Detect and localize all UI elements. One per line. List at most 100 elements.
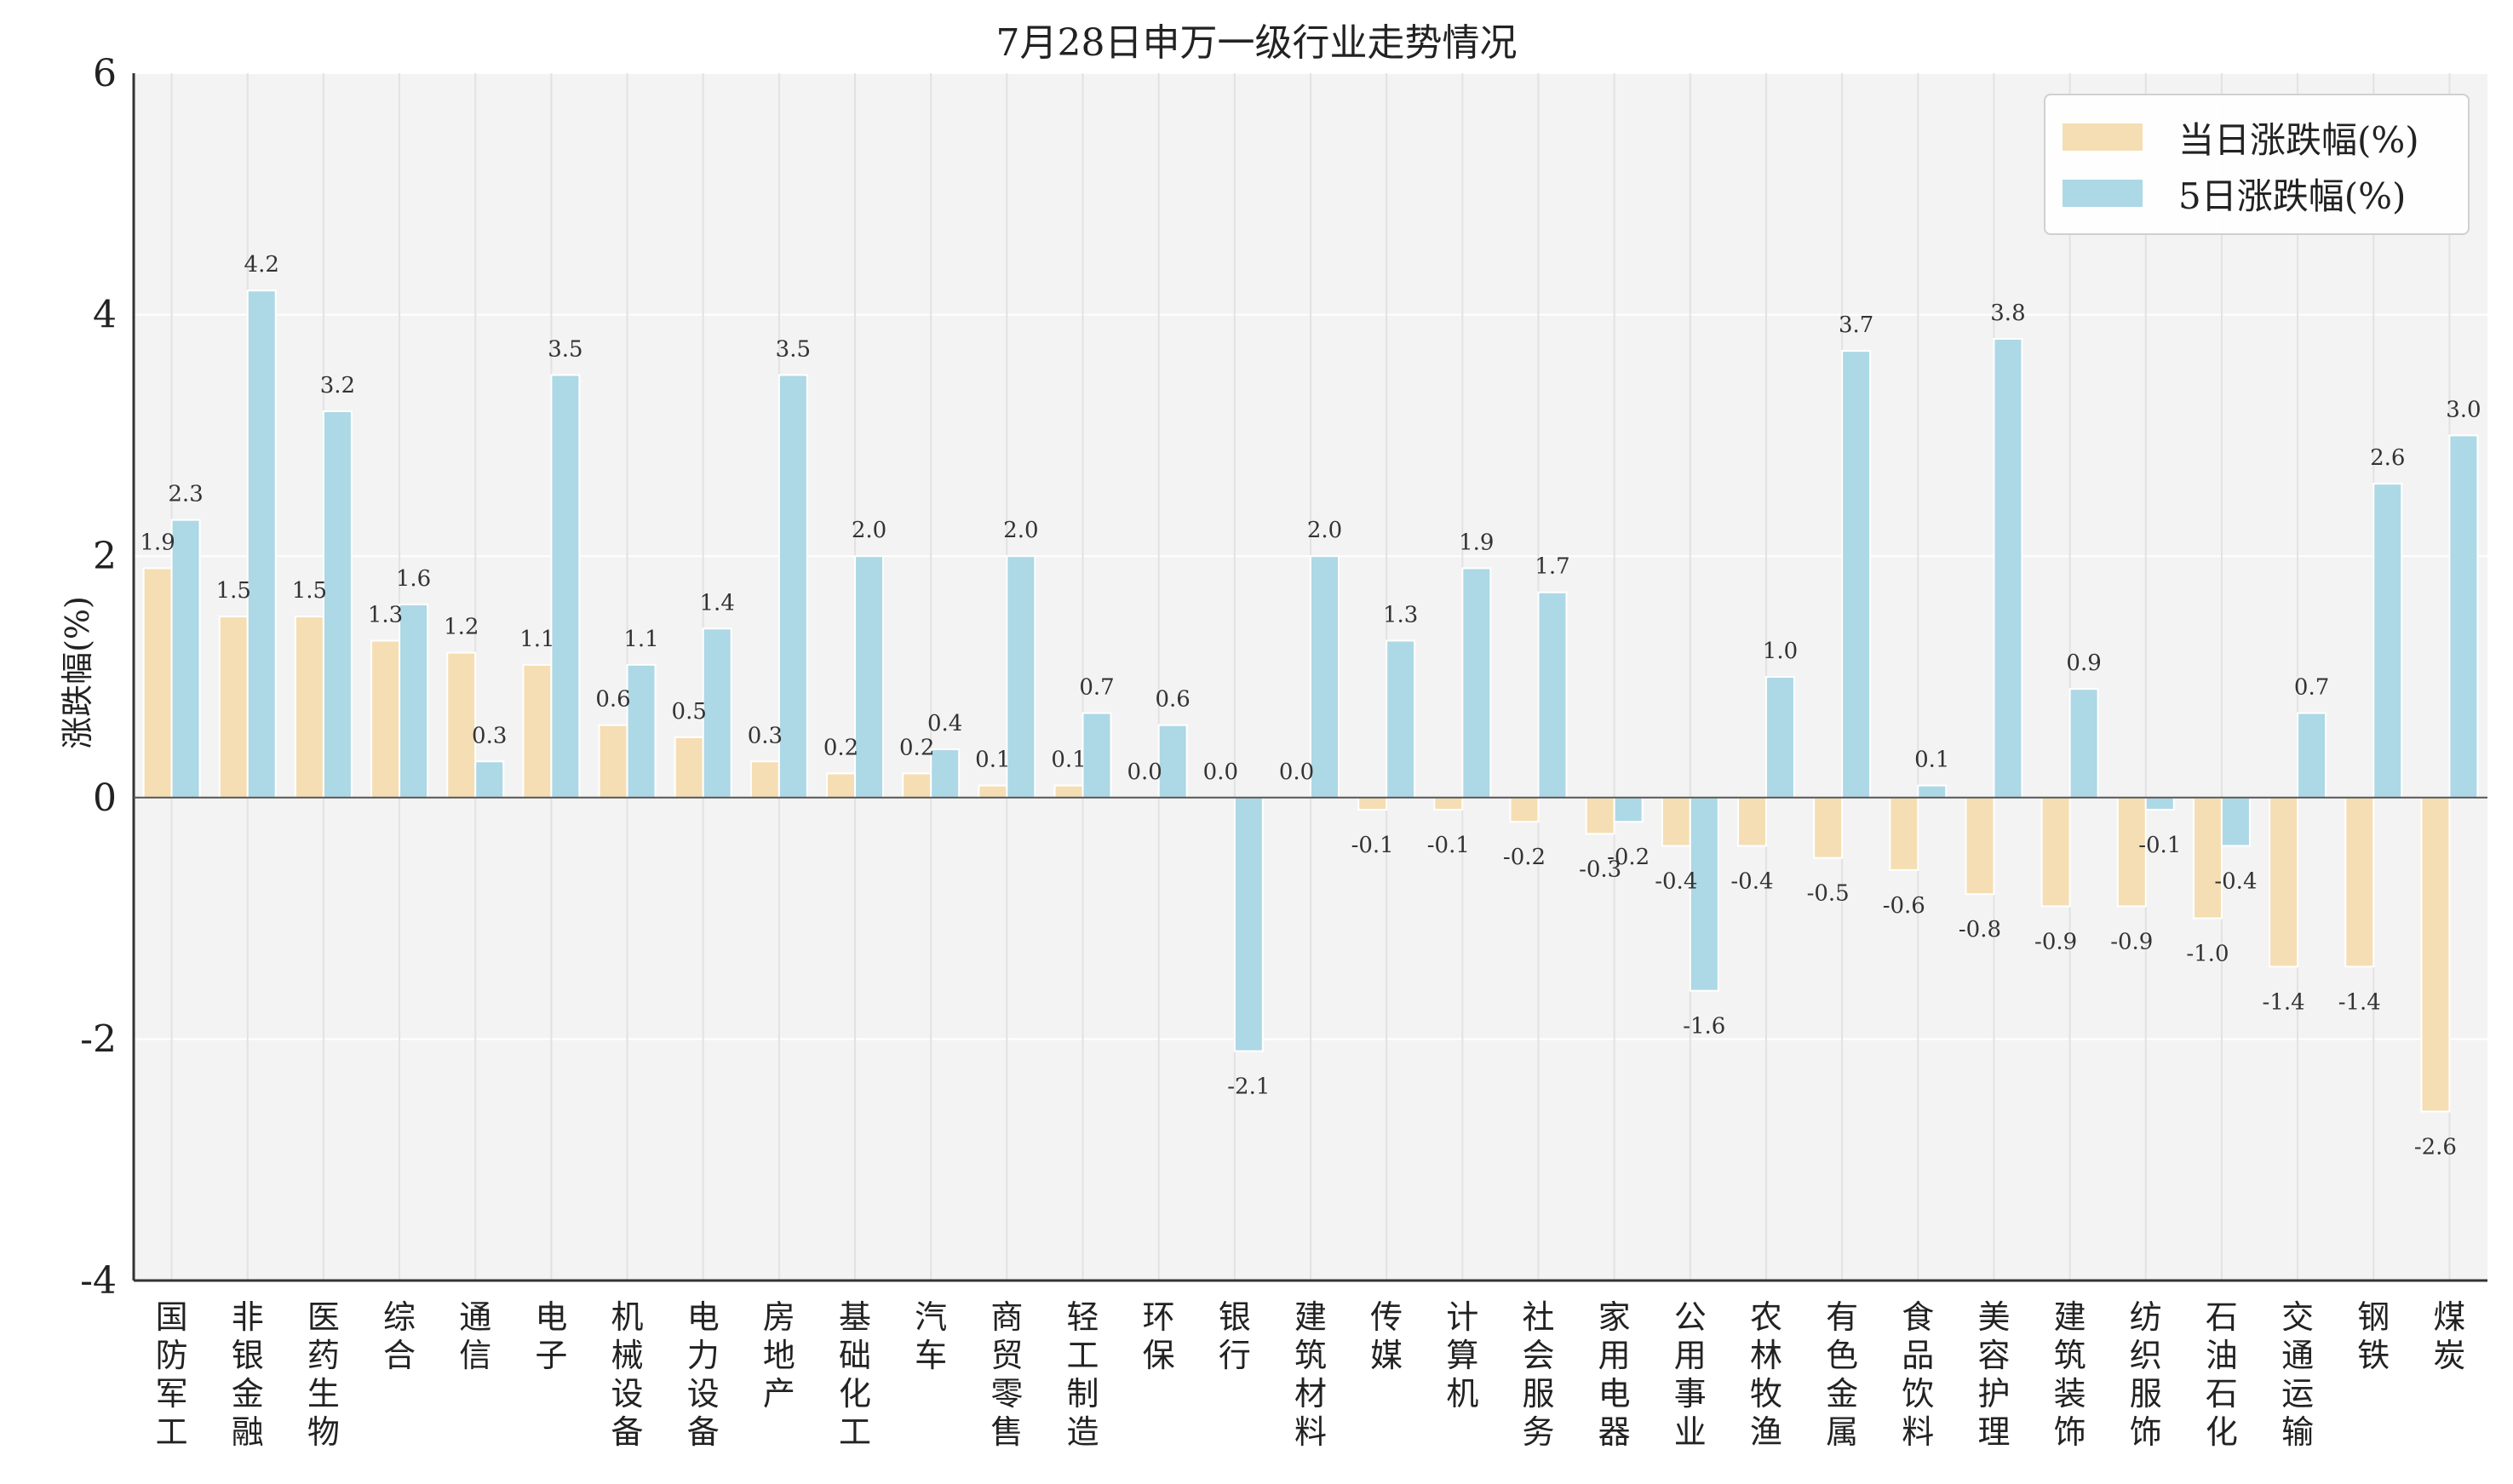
data-label-5day: 0.7 <box>2294 675 2329 701</box>
bar-5day <box>702 627 732 799</box>
data-label-5day: 3.5 <box>548 337 582 363</box>
x-tick-label: 建筑材料 <box>1294 1298 1327 1451</box>
bar-5day <box>1764 676 1795 799</box>
bar-daily <box>1813 796 1844 859</box>
x-tick-label: 电力设备 <box>687 1298 720 1451</box>
x-tick-label: 社会服务 <box>1522 1298 1554 1451</box>
data-label-daily: -1.4 <box>2263 989 2305 1015</box>
bar-5day <box>1537 591 1568 799</box>
x-tick-label: 环保 <box>1143 1298 1175 1374</box>
bar-5day <box>1613 796 1644 823</box>
data-label-5day: -2.1 <box>1227 1074 1270 1100</box>
legend-label-daily: 当日涨跌幅(%) <box>2178 118 2419 161</box>
data-label-5day: 1.6 <box>396 566 431 592</box>
bar-5day <box>930 748 961 799</box>
legend: 当日涨跌幅(%) 5日涨跌幅(%) <box>2044 94 2470 235</box>
bar-daily <box>218 616 249 799</box>
bar-5day <box>1461 567 1492 799</box>
data-label-5day: 1.7 <box>1535 554 1569 580</box>
data-label-5day: 2.0 <box>852 518 886 543</box>
bar-5day <box>626 663 657 799</box>
bar-daily <box>294 616 324 799</box>
data-label-daily: -0.1 <box>1351 833 1394 858</box>
data-label-daily: 1.5 <box>216 578 251 604</box>
x-tick-label: 银行 <box>1219 1298 1251 1374</box>
data-label-daily: -0.9 <box>2110 929 2153 954</box>
x-tick-label: 综合 <box>383 1298 416 1374</box>
data-label-daily: -2.6 <box>2414 1134 2457 1160</box>
bar-5day <box>1157 724 1188 799</box>
data-labels: 1.9 1.5 1.5 1.3 1.2 1.1 0.6 0.5 0.3 0.2 0.2 0.1 0.1 0… <box>140 252 2481 1160</box>
data-label-daily: -0.1 <box>1427 833 1470 858</box>
data-label-5day: 0.1 <box>1914 748 1949 773</box>
x-tick-label: 交通运输 <box>2281 1298 2314 1451</box>
data-label-5day: 1.0 <box>1763 639 1798 664</box>
bar-5day <box>2297 712 2327 799</box>
bar-daily <box>598 724 628 799</box>
data-label-daily: 1.5 <box>292 578 327 604</box>
data-label-5day: 1.1 <box>623 627 658 652</box>
data-label-5day: 0.9 <box>2066 650 2101 676</box>
data-label-daily: -0.4 <box>1655 869 1697 895</box>
x-tick-label: 基础化工 <box>839 1298 871 1451</box>
x-tick-label: 煤炭 <box>2433 1298 2465 1374</box>
data-label-daily: 1.3 <box>368 602 403 627</box>
data-label-5day: 3.5 <box>776 337 811 363</box>
data-label-5day: 4.2 <box>244 252 279 278</box>
data-label-5day: 0.3 <box>472 723 507 748</box>
bar-daily <box>2040 796 2071 908</box>
bar-daily <box>826 772 857 799</box>
data-label-daily: 0.1 <box>975 748 1010 773</box>
bar-5day <box>246 289 277 799</box>
data-label-daily: -0.2 <box>1503 845 1546 870</box>
data-label-5day: 0.6 <box>1155 687 1190 713</box>
x-tick-label: 计算机 <box>1446 1298 1478 1412</box>
data-label-5day: 3.7 <box>1839 312 1873 338</box>
data-label-daily: 0.2 <box>823 735 858 760</box>
x-tick-label: 公用事业 <box>1674 1298 1707 1451</box>
legend-swatch-daily <box>2063 123 2143 151</box>
y-tick-label: 4 <box>93 294 117 337</box>
bar-5day <box>1310 555 1340 799</box>
x-tick-label: 房地产 <box>763 1298 795 1412</box>
bar-5day <box>1082 712 1112 799</box>
x-tick-label: 电子 <box>535 1298 567 1374</box>
data-label-daily: 1.1 <box>519 627 554 652</box>
bar-daily <box>2344 796 2375 968</box>
x-tick-label: 医药生物 <box>307 1298 340 1451</box>
axes: -4 -2 0 2 4 6 <box>80 52 2487 1303</box>
y-tick-label: 6 <box>93 52 117 95</box>
data-label-5day: -0.4 <box>2214 869 2257 895</box>
data-label-daily: -0.3 <box>1579 857 1621 882</box>
bar-daily <box>1357 796 1388 811</box>
bar-daily <box>1889 796 1919 871</box>
bar-5day <box>2220 796 2251 847</box>
data-label-5day: 3.2 <box>320 373 355 398</box>
x-tick-label: 有色金属 <box>1826 1298 1858 1451</box>
bar-daily <box>370 639 401 799</box>
bar-daily <box>674 736 704 799</box>
x-tick-label: 通信 <box>459 1298 491 1374</box>
data-label-daily: -0.5 <box>1807 881 1850 907</box>
bar-5day <box>2144 796 2175 811</box>
data-label-5day: 1.3 <box>1383 602 1418 627</box>
data-label-daily: 0.6 <box>595 687 630 713</box>
data-label-5day: 3.8 <box>1990 301 2025 326</box>
bar-5day <box>854 555 885 799</box>
data-label-5day: 1.9 <box>1459 530 1494 555</box>
data-label-5day: -0.1 <box>2138 833 2181 858</box>
x-tick-label: 食品饮料 <box>1902 1298 1934 1451</box>
data-label-daily: -0.9 <box>2034 929 2077 954</box>
bar-daily <box>446 651 477 799</box>
data-label-daily: 0.3 <box>748 723 783 748</box>
bar-5day <box>1386 639 1416 799</box>
data-label-daily: -0.4 <box>1730 869 1773 895</box>
legend-item-daily: 当日涨跌幅(%) <box>2063 116 2419 161</box>
bar-5day <box>1841 350 1872 799</box>
bar-5day <box>2372 483 2403 799</box>
data-label-5day: 2.0 <box>1307 518 1342 543</box>
bar-5day <box>2448 434 2479 799</box>
data-label-daily: 1.2 <box>444 615 479 640</box>
data-label-daily: -1.0 <box>2186 942 2229 967</box>
